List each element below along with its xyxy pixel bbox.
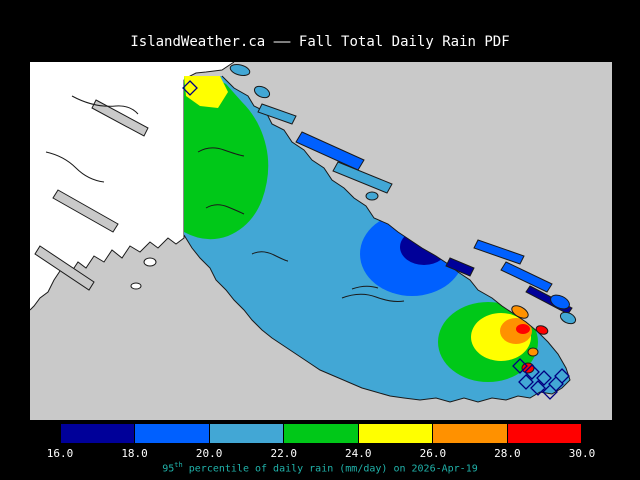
contour-red-south — [516, 324, 530, 334]
colorbar-tick-labels: 16.0 18.0 20.0 22.0 24.0 26.0 28.0 30.0 — [47, 447, 596, 460]
caption-text: percentile of daily rain (mm/day) on 202… — [182, 463, 478, 475]
map-title: IslandWeather.ca –– Fall Total Daily Rai… — [130, 34, 510, 50]
colorbar — [60, 423, 582, 444]
contour-green-north — [184, 76, 269, 240]
colorbar-segment — [283, 423, 359, 444]
colorbar-tick: 22.0 — [270, 447, 297, 460]
colorbar-tick: 16.0 — [46, 447, 74, 460]
offshore-islands — [229, 64, 577, 374]
mainland-fjords — [34, 95, 157, 291]
colorbar-segment — [506, 423, 582, 444]
colorbar-tick: 30.0 — [568, 447, 596, 460]
colorbar-segment — [134, 423, 210, 444]
colorbar-tick: 28.0 — [494, 447, 521, 460]
island-coastline — [183, 75, 571, 403]
colorbar-tick: 24.0 — [345, 447, 372, 460]
mainland-landmass — [30, 62, 234, 310]
colorbar-tick: 20.0 — [195, 447, 223, 460]
hatch-marks — [182, 80, 570, 400]
colorbar-segment — [208, 423, 285, 444]
colorbar-segment — [60, 423, 136, 444]
colorbar-segment — [432, 423, 508, 444]
colorbar-segment — [357, 423, 434, 444]
contour-yellow-north-tip — [184, 76, 228, 108]
colorbar-tick: 26.0 — [419, 447, 447, 460]
caption: 95th percentile of daily rain (mm/day) o… — [0, 461, 640, 474]
caption-superscript: th — [174, 461, 183, 469]
colorbar-tick: 18.0 — [121, 447, 148, 460]
caption-percentile-value: 95 — [162, 463, 175, 475]
island-lakes — [197, 147, 405, 302]
